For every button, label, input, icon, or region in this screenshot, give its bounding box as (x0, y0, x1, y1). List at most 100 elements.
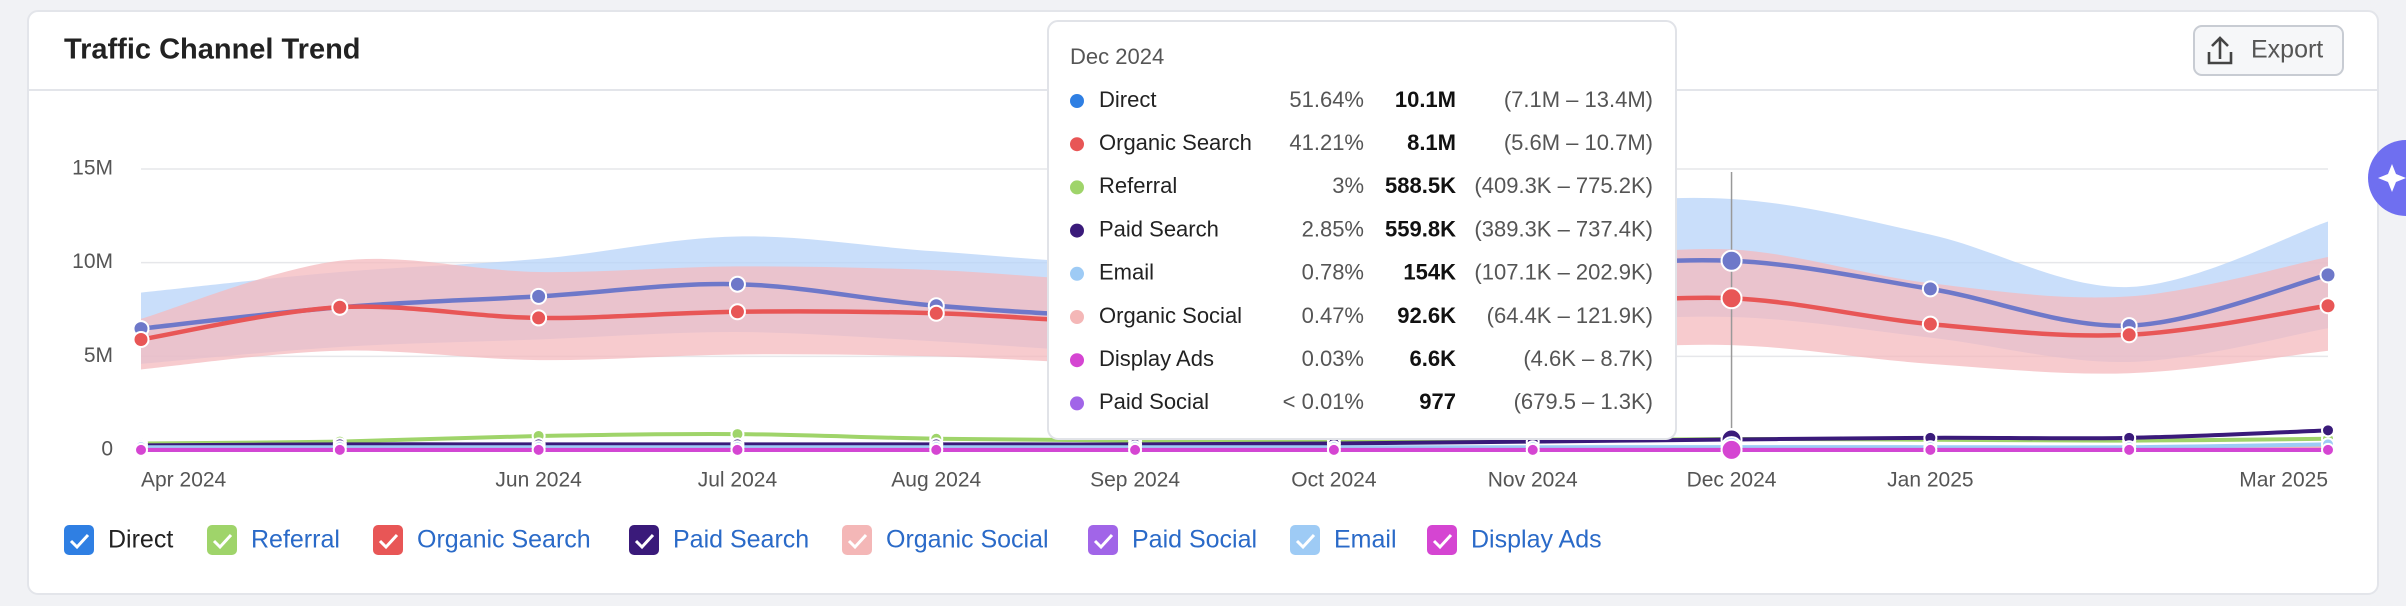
legend-label[interactable]: Paid Social (1132, 526, 1257, 554)
data-point (927, 304, 945, 322)
check-icon (212, 533, 233, 550)
legend-label[interactable]: Direct (108, 526, 173, 554)
legend-item[interactable]: Organic Search (373, 525, 591, 555)
y-tick-label: 5M (84, 344, 113, 367)
x-tick-label: Aug 2024 (891, 469, 981, 492)
data-point (530, 309, 548, 327)
tooltip-dot (1070, 94, 1084, 108)
data-point (728, 275, 746, 293)
tooltip-name: Referral (1099, 173, 1177, 198)
data-point (1128, 442, 1143, 457)
check-icon (1093, 533, 1114, 550)
tooltip-name: Paid Social (1099, 389, 1209, 414)
tooltip-value: 559.8K (1385, 216, 1456, 241)
legend-item[interactable]: Paid Social (1088, 525, 1257, 555)
data-point (1525, 442, 1540, 457)
data-point (730, 442, 745, 457)
tooltip-name: Paid Search (1099, 216, 1219, 241)
series-line (140, 431, 2329, 446)
legend-item[interactable]: Display Ads (1427, 525, 1602, 555)
series-line (140, 428, 2329, 448)
data-point (1720, 249, 1743, 272)
legend-checkbox[interactable] (1427, 525, 1457, 555)
legend-label[interactable]: Organic Search (417, 526, 591, 554)
tooltip-share: 0.78% (1302, 260, 1364, 285)
export-button[interactable]: Export (2193, 25, 2344, 76)
data-point (929, 442, 944, 457)
tooltip-value: 8.1M (1407, 130, 1456, 155)
check-icon (1295, 533, 1316, 550)
tooltip-share: 0.03% (1302, 346, 1364, 371)
tooltip-dot (1070, 223, 1084, 238)
data-point (2321, 442, 2335, 457)
check-icon (378, 533, 399, 550)
tooltip: Dec 2024 Direct 51.64% 10.1M (7.1M – 13.4M)… (1047, 20, 1677, 440)
data-point (1921, 280, 1939, 298)
tooltip-name: Email (1099, 260, 1154, 285)
x-tick-label: Jun 2024 (495, 469, 582, 492)
legend-checkbox[interactable] (207, 525, 237, 555)
data-point (1923, 442, 1938, 457)
data-point (1921, 315, 1939, 333)
tooltip-range: (7.1M – 13.4M) (1504, 87, 1653, 112)
legend-label[interactable]: Paid Search (673, 526, 809, 554)
tooltip-dot (1070, 180, 1084, 195)
legend-item[interactable]: Referral (207, 525, 340, 555)
data-point (2122, 442, 2137, 457)
tooltip-value: 588.5K (1385, 173, 1456, 198)
legend-item[interactable]: Direct (64, 525, 173, 555)
tooltip-share: 3% (1332, 173, 1364, 198)
data-point (331, 298, 349, 316)
check-icon (634, 533, 655, 550)
tooltip-range: (64.4K – 121.9K) (1487, 303, 1653, 328)
tooltip-name: Display Ads (1099, 346, 1214, 371)
data-point (1720, 287, 1743, 310)
data-point (332, 442, 347, 457)
series-line (140, 442, 2329, 450)
data-point (134, 442, 148, 457)
legend-label[interactable]: Display Ads (1471, 526, 1602, 554)
tooltip-title: Dec 2024 (1070, 44, 1164, 69)
data-point (2120, 326, 2138, 344)
legend-item[interactable]: Paid Search (629, 525, 809, 555)
export-label[interactable]: Export (2251, 36, 2323, 64)
data-point (132, 330, 150, 348)
tooltip-name: Direct (1099, 87, 1156, 112)
tooltip-range: (679.5 – 1.3K) (1514, 389, 1653, 414)
x-tick-label: Jan 2025 (1887, 469, 1973, 492)
legend-label[interactable]: Referral (251, 526, 340, 554)
legend-checkbox[interactable] (64, 525, 94, 555)
tooltip-share: 2.85% (1302, 216, 1364, 241)
data-point (2319, 297, 2337, 315)
legend-label[interactable]: Email (1334, 526, 1397, 554)
legend-checkbox[interactable] (1088, 525, 1118, 555)
tooltip-share: < 0.01% (1283, 389, 1364, 414)
legend-checkbox[interactable] (842, 525, 872, 555)
tooltip-value: 6.6K (1410, 346, 1457, 371)
x-tick-label: Mar 2025 (2239, 469, 2328, 492)
legend-checkbox[interactable] (1290, 525, 1320, 555)
data-point (728, 303, 746, 321)
legend-item[interactable]: Email (1290, 525, 1397, 555)
x-tick-label: Sep 2024 (1090, 469, 1180, 492)
check-icon (1432, 533, 1453, 550)
tooltip-name: Organic Search (1099, 130, 1252, 155)
card-title: Traffic Channel Trend (64, 34, 361, 66)
tooltip-range: (389.3K – 737.4K) (1474, 216, 1653, 241)
legend-checkbox[interactable] (373, 525, 403, 555)
tooltip-share: 0.47% (1302, 303, 1364, 328)
data-point (2321, 423, 2335, 438)
data-point (531, 442, 546, 457)
tooltip-dot (1070, 137, 1084, 152)
tooltip-dot (1070, 266, 1084, 281)
legend-checkbox[interactable] (629, 525, 659, 555)
legend-label[interactable]: Organic Social (886, 526, 1049, 554)
tooltip-share: 41.21% (1289, 130, 1364, 155)
export-icon (2207, 36, 2233, 65)
check-icon (847, 533, 868, 550)
legend-item[interactable]: Organic Social (842, 525, 1049, 555)
tooltip-range: (4.6K – 8.7K) (1523, 346, 1653, 371)
tooltip-value: 154K (1403, 260, 1456, 285)
